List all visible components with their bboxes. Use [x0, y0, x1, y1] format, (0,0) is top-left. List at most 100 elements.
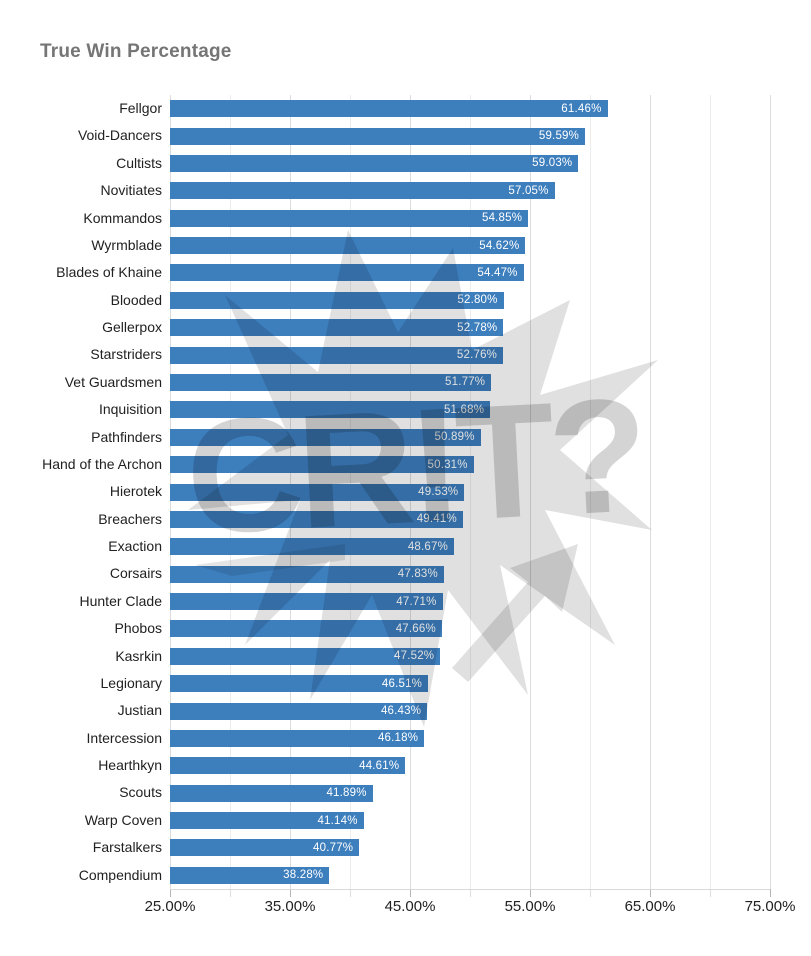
- x-axis-tick-label: 55.00%: [504, 898, 556, 915]
- category-label: Hierotek: [109, 483, 162, 500]
- bar[interactable]: 49.53%: [170, 483, 465, 501]
- x-axis-tick-label: 65.00%: [624, 898, 676, 915]
- bar[interactable]: 51.68%: [170, 401, 491, 419]
- bar[interactable]: 38.28%: [170, 866, 330, 884]
- bar-value-label: 46.51%: [381, 677, 423, 690]
- bar[interactable]: 54.62%: [170, 237, 526, 255]
- bar-value-label: 41.89%: [326, 787, 367, 800]
- bar-value-label: 47.52%: [394, 650, 435, 663]
- bar[interactable]: 41.14%: [170, 812, 364, 830]
- bar[interactable]: 59.59%: [170, 127, 586, 145]
- axis-tick-minor: [350, 889, 351, 897]
- bar-value-label: 61.46%: [561, 102, 602, 115]
- category-label: Intercession: [86, 729, 162, 746]
- x-axis-line: [170, 889, 770, 890]
- bar[interactable]: 52.76%: [170, 346, 504, 364]
- bar-value-label: 40.77%: [313, 841, 354, 854]
- category-label: Legionary: [100, 674, 163, 691]
- bar[interactable]: 54.47%: [170, 264, 524, 282]
- axis-tick-major: [170, 889, 171, 897]
- bar[interactable]: 52.78%: [170, 319, 504, 337]
- x-axis-tick-label: 25.00%: [144, 898, 196, 915]
- axis-tick-major: [770, 889, 771, 897]
- axis-tick-minor: [230, 889, 231, 897]
- axis-tick-major: [530, 889, 531, 897]
- category-label: Fellgor: [119, 100, 162, 116]
- category-label: Compendium: [78, 866, 162, 883]
- gridline-minor: [590, 95, 591, 889]
- gridline-minor: [710, 95, 711, 889]
- category-label: Farstalkers: [92, 839, 162, 856]
- bar-value-label: 41.14%: [317, 814, 358, 827]
- category-label: Inquisition: [98, 401, 162, 418]
- category-label: Novitiates: [100, 182, 162, 199]
- bar-value-label: 52.78%: [457, 321, 498, 334]
- category-label: Breachers: [98, 510, 162, 527]
- bar[interactable]: 51.77%: [170, 373, 492, 391]
- axis-tick-minor: [470, 889, 471, 897]
- bar[interactable]: 41.89%: [170, 784, 373, 802]
- x-axis-tick-label: 75.00%: [744, 898, 796, 915]
- bar-value-label: 50.31%: [427, 458, 468, 471]
- bar-value-label: 54.62%: [479, 239, 520, 252]
- category-label: Justian: [117, 702, 162, 719]
- category-label: Starstriders: [90, 346, 162, 363]
- bar-value-label: 44.61%: [359, 759, 400, 772]
- bar[interactable]: 59.03%: [170, 154, 579, 172]
- category-label: Blades of Khaine: [56, 264, 162, 281]
- bar[interactable]: 57.05%: [170, 182, 555, 200]
- bar[interactable]: 44.61%: [170, 757, 406, 775]
- category-label: Pathfinders: [91, 428, 162, 445]
- category-label: Vet Guardsmen: [64, 373, 162, 390]
- gridline-major: [530, 95, 531, 889]
- category-label: Gellerpox: [102, 319, 162, 336]
- bar[interactable]: 40.77%: [170, 839, 360, 857]
- category-label: Kommandos: [83, 209, 162, 226]
- bar-value-label: 48.67%: [407, 540, 449, 553]
- bar-value-label: 49.41%: [416, 513, 457, 526]
- axis-tick-minor: [590, 889, 591, 897]
- bar-value-label: 50.89%: [434, 431, 475, 444]
- gridline-major: [770, 95, 771, 889]
- category-label: Kasrkin: [115, 647, 162, 664]
- bar-value-label: 46.18%: [377, 732, 419, 745]
- category-label: Hunter Clade: [79, 592, 163, 609]
- bar-value-label: 47.71%: [396, 595, 437, 608]
- axis-tick-minor: [710, 889, 711, 897]
- bar-value-label: 52.76%: [456, 349, 498, 362]
- x-axis-tick-label: 35.00%: [264, 898, 316, 915]
- bar[interactable]: 54.85%: [170, 209, 529, 227]
- bar[interactable]: 50.89%: [170, 428, 481, 446]
- bar-value-label: 59.03%: [532, 157, 573, 170]
- category-label: Scouts: [119, 784, 162, 801]
- bar[interactable]: 52.80%: [170, 291, 504, 309]
- category-label: Warp Coven: [84, 811, 162, 828]
- bar-value-label: 51.77%: [445, 376, 486, 389]
- bar[interactable]: 46.18%: [170, 729, 425, 747]
- bar[interactable]: 46.43%: [170, 702, 428, 720]
- bar[interactable]: 50.31%: [170, 456, 474, 474]
- category-label: Wyrmblade: [91, 236, 162, 253]
- bar-value-label: 54.85%: [481, 212, 523, 225]
- gridline-minor: [470, 95, 471, 889]
- bar[interactable]: 47.83%: [170, 565, 444, 583]
- bar-value-label: 46.43%: [380, 705, 422, 718]
- chart-title: True Win Percentage: [40, 41, 232, 62]
- category-label: Corsairs: [109, 565, 162, 582]
- bar[interactable]: 47.52%: [170, 647, 441, 665]
- axis-tick-major: [290, 889, 291, 897]
- bar-value-label: 38.28%: [283, 869, 324, 882]
- axis-tick-major: [650, 889, 651, 897]
- bar-value-label: 59.59%: [538, 130, 580, 143]
- bar[interactable]: 61.46%: [170, 100, 608, 118]
- category-label: Hearthkyn: [98, 757, 162, 774]
- bar[interactable]: 49.41%: [170, 510, 463, 528]
- bar[interactable]: 47.66%: [170, 620, 442, 638]
- category-label: Cultists: [116, 154, 162, 171]
- bar[interactable]: 48.67%: [170, 538, 455, 556]
- bar-value-label: 47.66%: [395, 622, 436, 635]
- bar[interactable]: 46.51%: [170, 675, 429, 693]
- bar[interactable]: 47.71%: [170, 593, 443, 611]
- category-label: Phobos: [114, 620, 162, 637]
